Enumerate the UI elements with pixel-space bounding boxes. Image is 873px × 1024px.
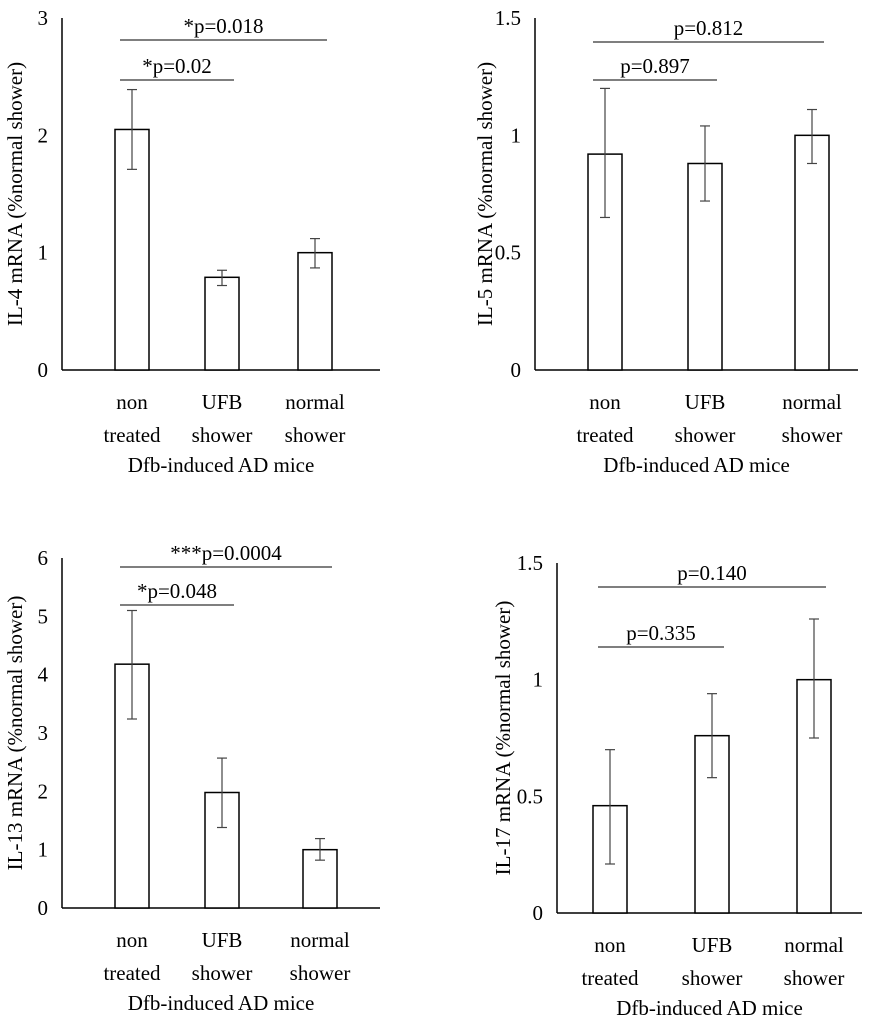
error-bar	[127, 609, 137, 720]
bar	[794, 134, 830, 371]
significance-label: p=0.335	[626, 621, 696, 645]
x-tick-label: treated	[581, 966, 639, 990]
x-axis-label: Dfb-induced AD mice	[616, 996, 803, 1020]
significance-label: ***p=0.0004	[170, 541, 282, 565]
y-axis-label: IL-4 mRNA (%normal shower)	[3, 62, 27, 326]
x-tick-label: shower	[290, 961, 351, 985]
y-tick-label: 3	[38, 6, 49, 30]
y-tick-label: 6	[38, 546, 49, 570]
y-tick-label: 0	[38, 358, 49, 382]
y-tick-label: 2	[38, 123, 49, 147]
x-tick-label: UFB	[202, 928, 243, 952]
x-tick-label: shower	[784, 966, 845, 990]
error-bar	[600, 87, 610, 219]
x-tick-label: shower	[192, 423, 253, 447]
error-bar	[707, 693, 717, 779]
panel-1: 0 1 2 3 IL-4 mRNA (%normal shower) non treated…	[3, 6, 380, 477]
error-bar	[700, 125, 710, 202]
significance-label: *p=0.048	[137, 579, 217, 603]
y-tick-label: 0.5	[495, 241, 521, 265]
significance-label: *p=0.018	[183, 14, 263, 38]
y-tick-label: 1	[38, 241, 49, 265]
x-tick-label: non	[116, 390, 148, 414]
x-tick-label: non	[589, 390, 621, 414]
x-tick-label: treated	[576, 423, 634, 447]
bar	[297, 251, 333, 371]
panel-2: 0 0.5 1 1.5 IL-5 mRNA (%normal shower) non tre…	[473, 6, 858, 477]
x-axis-label: Dfb-induced AD mice	[128, 991, 315, 1015]
x-tick-label: normal	[784, 933, 844, 957]
x-tick-label: shower	[285, 423, 346, 447]
panel-3: 0 1 2 3 4 5 6 IL-13 mRNA (%normal shower) non tre…	[3, 541, 380, 1015]
error-bar	[809, 618, 819, 739]
x-tick-label: normal	[285, 390, 345, 414]
x-tick-label: shower	[675, 423, 736, 447]
y-tick-label: 1.5	[495, 6, 521, 30]
x-tick-label: non	[116, 928, 148, 952]
y-tick-label: 0	[533, 901, 544, 925]
y-tick-label: 0	[511, 358, 522, 382]
y-axis-label: IL-13 mRNA (%normal shower)	[3, 596, 27, 871]
x-tick-label: UFB	[202, 390, 243, 414]
x-tick-label: shower	[192, 961, 253, 985]
error-bar	[807, 108, 817, 165]
error-bar	[315, 837, 325, 861]
y-tick-label: 4	[38, 663, 49, 687]
error-bar	[127, 88, 137, 170]
y-axis-label: IL-5 mRNA (%normal shower)	[473, 62, 497, 326]
error-bar	[605, 749, 615, 865]
x-axis-label: Dfb-induced AD mice	[603, 453, 790, 477]
y-tick-label: 1	[511, 123, 522, 147]
x-tick-label: shower	[682, 966, 743, 990]
y-tick-label: 0.5	[517, 784, 543, 808]
significance-label: p=0.812	[674, 16, 744, 40]
x-tick-label: non	[594, 933, 626, 957]
x-tick-label: normal	[290, 928, 350, 952]
y-tick-label: 1	[38, 838, 49, 862]
x-tick-label: UFB	[685, 390, 726, 414]
y-tick-label: 1.5	[517, 551, 543, 575]
y-tick-label: 3	[38, 721, 49, 745]
x-tick-label: shower	[782, 423, 843, 447]
y-tick-label: 0	[38, 896, 49, 920]
significance-label: p=0.897	[620, 54, 690, 78]
panel-4: 0 0.5 1 1.5 IL-17 mRNA (%normal shower) non tr…	[491, 551, 862, 1020]
error-bar	[217, 269, 227, 287]
x-tick-label: normal	[782, 390, 842, 414]
error-bar	[217, 757, 227, 829]
y-tick-label: 5	[38, 604, 49, 628]
y-axis-label: IL-17 mRNA (%normal shower)	[491, 601, 515, 876]
x-tick-label: UFB	[692, 933, 733, 957]
error-bar	[310, 237, 320, 269]
y-tick-label: 1	[533, 668, 544, 692]
bar	[204, 276, 240, 371]
y-tick-label: 2	[38, 779, 49, 803]
significance-label: *p=0.02	[142, 54, 212, 78]
x-axis-label: Dfb-induced AD mice	[128, 453, 315, 477]
x-tick-label: treated	[103, 423, 161, 447]
x-tick-label: treated	[103, 961, 161, 985]
significance-label: p=0.140	[677, 561, 747, 585]
